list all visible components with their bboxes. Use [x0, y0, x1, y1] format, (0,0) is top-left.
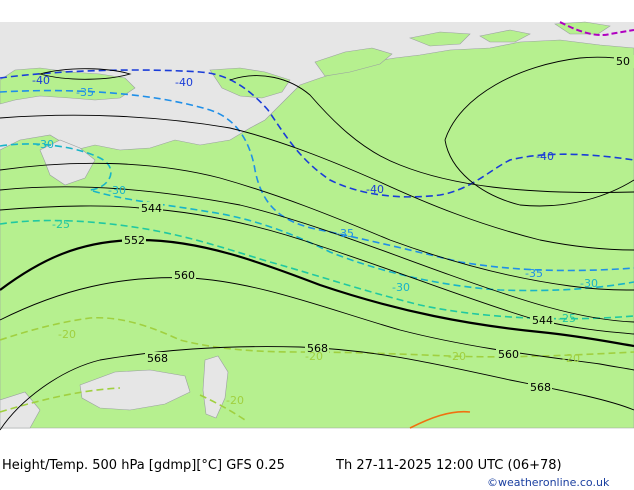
seas — [0, 139, 229, 429]
height-label: 544 — [532, 314, 553, 327]
temp-label: -20 — [226, 394, 244, 407]
height-label: 50 — [616, 55, 630, 68]
height-label: 568 — [147, 352, 168, 365]
purple-contour — [559, 21, 634, 36]
temp-label: -25 — [558, 312, 576, 325]
temp-label: -20 — [562, 352, 580, 365]
landmass — [0, 21, 634, 429]
temp-label: -30 — [392, 281, 410, 294]
height-label: 544 — [141, 202, 162, 215]
height-labels: 544 552 560 568 568 544 560 568 50 — [122, 55, 634, 394]
height-label: 552 — [124, 234, 145, 247]
temp-label: -40 — [536, 150, 554, 163]
height-label: 568 — [530, 381, 551, 394]
temp-label: -30 — [580, 277, 598, 290]
temp-label: -20 — [58, 328, 76, 341]
temp-label: -35 — [525, 267, 543, 280]
height-label: 560 — [498, 348, 519, 361]
credit-link[interactable]: ©weatheronline.co.uk — [487, 476, 610, 489]
temp-label: -40 — [175, 76, 193, 89]
temp-label: -25 — [52, 218, 70, 231]
temp-label: -30 — [36, 138, 54, 151]
temp-label: -20 — [305, 350, 323, 363]
map-title: Height/Temp. 500 hPa [gdmp][°C] GFS 0.25 — [2, 458, 285, 473]
temperature-labels: -40 -40 -35 -30 -30 -25 -40 -40 -35 -35 … — [32, 74, 598, 407]
temp-label: -35 — [336, 227, 354, 240]
height-label: 560 — [174, 269, 195, 282]
temp-label: -40 — [366, 183, 384, 196]
height-contours — [0, 56, 634, 431]
temp-label: -20 — [448, 350, 466, 363]
valid-time: Th 27-11-2025 12:00 UTC (06+78) — [336, 458, 562, 473]
height-label: 568 — [307, 342, 328, 355]
temp-label: -30 — [108, 184, 126, 197]
temperature-contours — [0, 69, 634, 429]
temp-label: -40 — [32, 74, 50, 87]
temp-label: -35 — [76, 86, 94, 99]
